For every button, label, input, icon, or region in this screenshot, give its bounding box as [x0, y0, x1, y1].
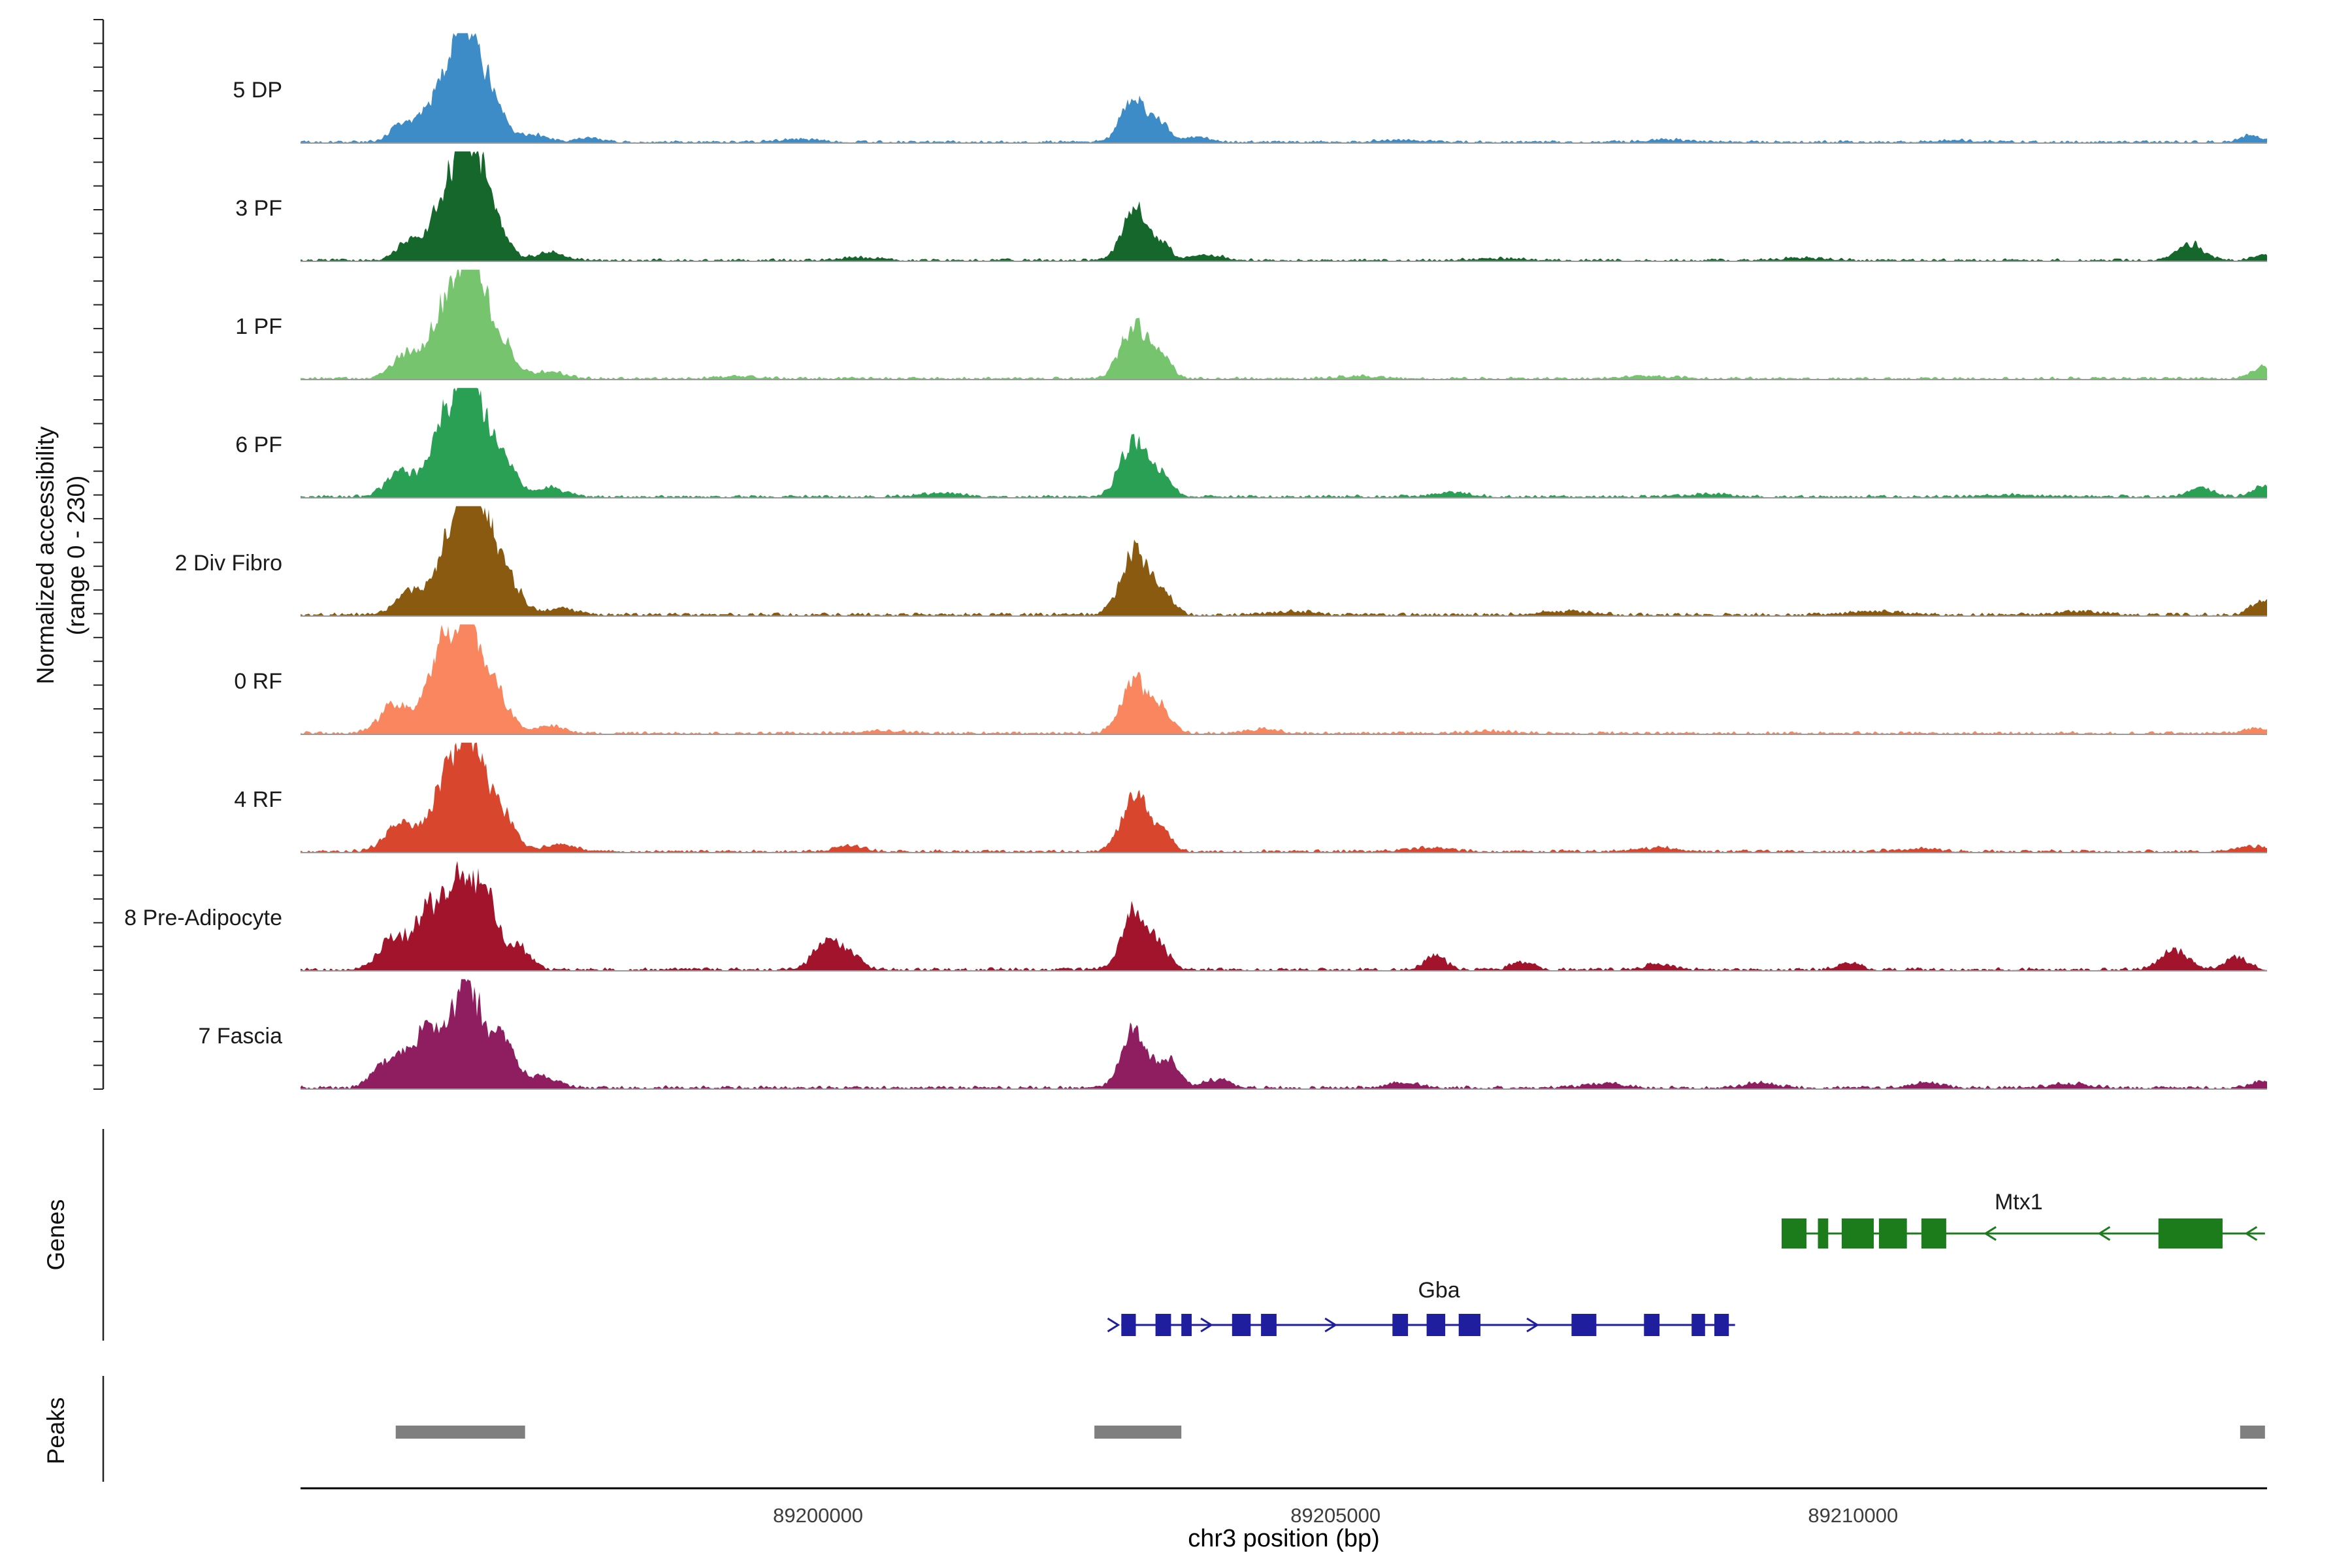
x-axis-tick-label: 89205000 — [1290, 1504, 1380, 1527]
gene-strand-arrow-icon — [1324, 1317, 1338, 1333]
peak-region-bar — [395, 1426, 525, 1439]
track-1-pf: 1 PF — [235, 269, 2267, 380]
gene-exon — [1782, 1218, 1806, 1249]
gene-exon — [1426, 1314, 1446, 1336]
gene-strand-arrow-icon — [1984, 1226, 1997, 1241]
gene-strand-arrow-icon — [1526, 1317, 1539, 1333]
gene-mtx1: Mtx1 — [1782, 1190, 2265, 1249]
gene-exon — [1921, 1218, 1946, 1249]
gene-exon — [1261, 1314, 1277, 1336]
y-axis-label-line2: (range 0 - 230) — [63, 475, 90, 636]
track-area-8-pre-adipocyte — [301, 860, 2267, 971]
peaks-track — [395, 1426, 2265, 1439]
gene-exon — [1155, 1314, 1171, 1336]
track-label: 3 PF — [235, 196, 282, 221]
track-7-fascia: 7 Fascia — [199, 979, 2267, 1090]
peak-region-bar — [1094, 1426, 1182, 1439]
peak-region-bar — [2240, 1426, 2265, 1439]
gene-exon — [1644, 1314, 1660, 1336]
gene-gba: Gba — [1107, 1278, 1735, 1336]
x-axis-tick-label: 89200000 — [773, 1504, 863, 1527]
gene-exon — [2158, 1218, 2223, 1249]
gene-name-label: Mtx1 — [1995, 1190, 2043, 1215]
gene-exon — [1818, 1218, 1829, 1249]
gene-name-label: Gba — [1418, 1278, 1460, 1303]
y-axis-label: Normalized accessibility (range 0 - 230) — [30, 20, 92, 1091]
track-label: 5 DP — [233, 78, 282, 103]
track-label: 2 Div Fibro — [175, 551, 282, 576]
gene-exon — [1714, 1314, 1729, 1336]
gene-exon — [1181, 1314, 1192, 1336]
track-label: 7 Fascia — [199, 1024, 283, 1049]
x-axis-label: chr3 position (bp) — [1188, 1525, 1380, 1552]
gene-strand-arrow-icon — [2097, 1226, 2111, 1241]
y-axis-label-line1: Normalized accessibility — [32, 426, 59, 685]
track-label: 6 PF — [235, 433, 282, 457]
track-area-4-rf — [301, 742, 2267, 853]
track-area-6-pf — [301, 387, 2267, 498]
gene-exon — [1458, 1314, 1480, 1336]
track-area-3-pf — [301, 151, 2267, 261]
track-area-1-pf — [301, 269, 2267, 380]
gene-exon — [1691, 1314, 1705, 1336]
genes-section-label: Genes — [42, 1199, 69, 1271]
track-area-2-div-fibro — [301, 506, 2267, 616]
track-5-dp: 5 DP — [233, 33, 2267, 144]
track-area-0-rf — [301, 624, 2267, 734]
track-area-5-dp — [301, 33, 2267, 144]
accessibility-axis-bracket — [93, 19, 105, 1090]
track-label: 8 Pre-Adipocyte — [124, 906, 282, 930]
x-axis-tick-label: 89210000 — [1808, 1504, 1898, 1527]
gene-exon — [1121, 1314, 1136, 1336]
track-0-rf: 0 RF — [234, 624, 2267, 735]
track-label: 4 RF — [234, 787, 282, 812]
track-label: 0 RF — [234, 669, 282, 694]
track-label: 1 PF — [235, 314, 282, 339]
gene-strand-arrow-icon — [1107, 1317, 1120, 1333]
gene-strand-arrow-icon — [2244, 1226, 2258, 1241]
gene-exon — [1571, 1314, 1597, 1336]
gene-strand-arrow-icon — [1200, 1317, 1213, 1333]
track-area-7-fascia — [301, 979, 2267, 1089]
track-4-rf: 4 RF — [234, 742, 2267, 853]
peaks-section-label: Peaks — [42, 1397, 69, 1465]
track-2-div-fibro: 2 Div Fibro — [175, 506, 2267, 617]
gene-exon — [1392, 1314, 1409, 1336]
track-3-pf: 3 PF — [235, 151, 2267, 262]
track-8-pre-adipocyte: 8 Pre-Adipocyte — [124, 860, 2267, 972]
gene-exon — [1232, 1314, 1251, 1336]
gene-exon — [1878, 1218, 1907, 1249]
track-6-pf: 6 PF — [235, 387, 2267, 498]
gene-exon — [1841, 1218, 1874, 1249]
